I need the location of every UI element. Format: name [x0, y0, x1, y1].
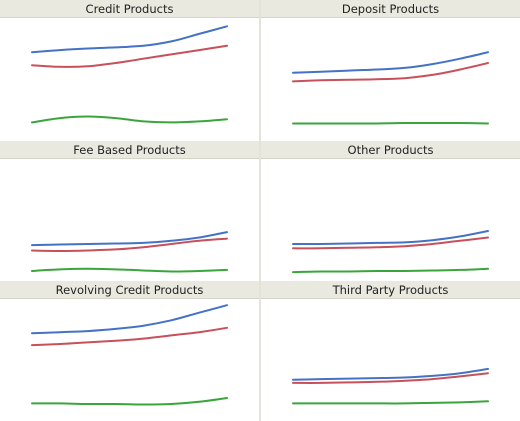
series-blue-line [292, 367, 489, 381]
panel-other-products: Other Products [261, 141, 520, 281]
chart-svg [31, 304, 228, 406]
series-blue-line [31, 25, 228, 54]
chart-svg [292, 230, 489, 274]
panel-title: Fee Based Products [0, 141, 259, 159]
series-green-line [31, 115, 228, 124]
series-blue-line [31, 231, 228, 247]
panel-title: Third Party Products [261, 281, 520, 299]
series-green-line [31, 267, 228, 273]
series-green-line [292, 121, 489, 125]
panel-fee-based-products: Fee Based Products [0, 141, 259, 281]
line-chart [0, 299, 259, 421]
chart-svg [292, 367, 489, 405]
series-red-line [292, 372, 489, 384]
panel-third-party-products: Third Party Products [261, 281, 520, 421]
series-green-line [292, 400, 489, 405]
line-chart [261, 299, 520, 421]
series-green-line [292, 267, 489, 274]
panel-title: Credit Products [0, 0, 259, 18]
series-red-line [31, 237, 228, 253]
panel-divider [259, 0, 261, 421]
panel-title: Deposit Products [261, 0, 520, 18]
panel-credit-products: Credit Products [0, 0, 259, 140]
panel-title: Other Products [261, 141, 520, 159]
series-blue-line [292, 51, 489, 74]
series-blue-line [31, 304, 228, 335]
line-chart [261, 159, 520, 281]
series-green-line [31, 397, 228, 406]
line-chart [0, 159, 259, 281]
series-red-line [31, 44, 228, 68]
panel-deposit-products: Deposit Products [261, 0, 520, 140]
series-red-line [292, 62, 489, 83]
panel-title: Revolving Credit Products [0, 281, 259, 299]
series-red-line [31, 326, 228, 347]
chart-svg [292, 51, 489, 125]
series-red-line [292, 236, 489, 250]
line-chart [261, 18, 520, 140]
chart-svg [31, 231, 228, 273]
panel-revolving-credit-products: Revolving Credit Products [0, 281, 259, 421]
chart-svg [31, 25, 228, 124]
series-blue-line [292, 230, 489, 246]
line-chart [0, 18, 259, 140]
